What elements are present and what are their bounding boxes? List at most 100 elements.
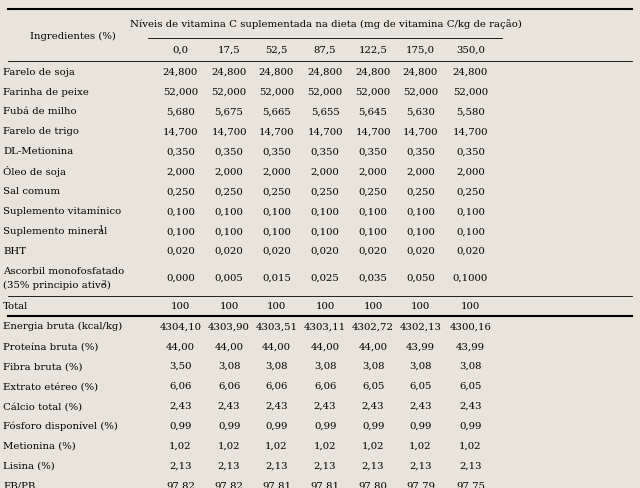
Text: 0,99: 0,99 <box>362 421 384 430</box>
Text: 0,99: 0,99 <box>170 421 191 430</box>
Text: 97,82: 97,82 <box>166 481 195 488</box>
Text: 52,000: 52,000 <box>163 87 198 96</box>
Text: Cálcio total (%): Cálcio total (%) <box>3 401 83 410</box>
Text: 14,700: 14,700 <box>452 127 488 136</box>
Text: BHT: BHT <box>3 246 26 256</box>
Text: 24,800: 24,800 <box>259 67 294 77</box>
Text: 2,43: 2,43 <box>218 401 241 410</box>
Text: Suplemento vitamínico: Suplemento vitamínico <box>3 206 122 216</box>
Text: 100: 100 <box>267 302 286 311</box>
Text: 97,81: 97,81 <box>262 481 291 488</box>
Text: 0,100: 0,100 <box>406 207 435 216</box>
Text: 2,43: 2,43 <box>169 401 192 410</box>
Text: Extrato etéreo (%): Extrato etéreo (%) <box>3 381 99 390</box>
Text: 0,020: 0,020 <box>406 246 435 256</box>
Text: 4302,13: 4302,13 <box>399 322 442 330</box>
Text: 3,08: 3,08 <box>459 362 482 370</box>
Text: 4302,72: 4302,72 <box>352 322 394 330</box>
Text: 0,350: 0,350 <box>456 147 485 156</box>
Text: 44,00: 44,00 <box>262 342 291 350</box>
Text: 4303,90: 4303,90 <box>208 322 250 330</box>
Text: Metionina (%): Metionina (%) <box>3 441 76 450</box>
Text: 44,00: 44,00 <box>214 342 244 350</box>
Text: 2,13: 2,13 <box>265 461 288 470</box>
Text: 6,05: 6,05 <box>460 381 481 390</box>
Text: 4304,10: 4304,10 <box>159 322 202 330</box>
Text: 2,43: 2,43 <box>459 401 482 410</box>
Text: 52,5: 52,5 <box>266 46 287 55</box>
Text: 0,100: 0,100 <box>358 227 388 236</box>
Text: 43,99: 43,99 <box>456 342 485 350</box>
Text: Óleo de soja: Óleo de soja <box>3 166 66 177</box>
Text: 24,800: 24,800 <box>211 67 247 77</box>
Text: 0,020: 0,020 <box>262 246 291 256</box>
Text: 2,000: 2,000 <box>311 167 339 176</box>
Text: 0,100: 0,100 <box>310 227 340 236</box>
Text: 0,350: 0,350 <box>166 147 195 156</box>
Text: 6,06: 6,06 <box>314 381 336 390</box>
Text: 2,000: 2,000 <box>262 167 291 176</box>
Text: 52,000: 52,000 <box>259 87 294 96</box>
Text: 2,000: 2,000 <box>456 167 484 176</box>
Text: 24,800: 24,800 <box>452 67 488 77</box>
Text: Ingredientes (%): Ingredientes (%) <box>30 31 116 41</box>
Text: 52,000: 52,000 <box>453 87 488 96</box>
Text: 0,005: 0,005 <box>215 273 243 283</box>
Text: 0,250: 0,250 <box>359 187 387 196</box>
Text: 97,75: 97,75 <box>456 481 485 488</box>
Text: 1,02: 1,02 <box>218 441 241 450</box>
Text: 0,99: 0,99 <box>460 421 481 430</box>
Text: 43,99: 43,99 <box>406 342 435 350</box>
Text: Níveis de vitamina C suplementada na dieta (mg de vitamina C/kg de ração): Níveis de vitamina C suplementada na die… <box>129 20 522 29</box>
Text: 5,630: 5,630 <box>406 107 435 116</box>
Text: 0,350: 0,350 <box>406 147 435 156</box>
Text: 2,000: 2,000 <box>215 167 243 176</box>
Text: 14,700: 14,700 <box>307 127 343 136</box>
Text: 0,100: 0,100 <box>166 207 195 216</box>
Text: 97,79: 97,79 <box>406 481 435 488</box>
Text: 44,00: 44,00 <box>310 342 340 350</box>
Text: Energia bruta (kcal/kg): Energia bruta (kcal/kg) <box>3 322 122 331</box>
Text: Fubá de milho: Fubá de milho <box>3 107 77 116</box>
Text: 0,020: 0,020 <box>311 246 339 256</box>
Text: 100: 100 <box>220 302 239 311</box>
Text: 52,000: 52,000 <box>212 87 246 96</box>
Text: 0,100: 0,100 <box>358 207 388 216</box>
Text: 2,43: 2,43 <box>409 401 432 410</box>
Text: Suplemento mineral: Suplemento mineral <box>3 227 108 236</box>
Text: 5,675: 5,675 <box>214 107 244 116</box>
Text: Farinha de peixe: Farinha de peixe <box>3 87 89 96</box>
Text: 1,02: 1,02 <box>314 441 337 450</box>
Text: 2,43: 2,43 <box>314 401 337 410</box>
Text: 0,100: 0,100 <box>456 207 485 216</box>
Text: 6,06: 6,06 <box>266 381 287 390</box>
Text: 5,655: 5,655 <box>311 107 339 116</box>
Text: 0,0: 0,0 <box>173 46 188 55</box>
Text: 0,100: 0,100 <box>214 207 244 216</box>
Text: 1,02: 1,02 <box>459 441 482 450</box>
Text: 175,0: 175,0 <box>406 46 435 55</box>
Text: 350,0: 350,0 <box>456 46 485 55</box>
Text: 0,350: 0,350 <box>358 147 388 156</box>
Text: 0,99: 0,99 <box>218 421 240 430</box>
Text: Fibra bruta (%): Fibra bruta (%) <box>3 362 83 370</box>
Text: 0,1000: 0,1000 <box>452 273 488 283</box>
Text: 52,000: 52,000 <box>308 87 342 96</box>
Text: 1,02: 1,02 <box>265 441 288 450</box>
Text: 0,015: 0,015 <box>262 273 291 283</box>
Text: 87,5: 87,5 <box>314 46 337 55</box>
Text: 0,025: 0,025 <box>311 273 339 283</box>
Text: 1: 1 <box>98 224 102 232</box>
Text: 0,100: 0,100 <box>262 227 291 236</box>
Text: 5,680: 5,680 <box>166 107 195 116</box>
Text: 5,645: 5,645 <box>358 107 388 116</box>
Text: 0,99: 0,99 <box>410 421 431 430</box>
Text: 2,43: 2,43 <box>362 401 385 410</box>
Text: 97,80: 97,80 <box>358 481 388 488</box>
Text: 0,020: 0,020 <box>215 246 243 256</box>
Text: 0,050: 0,050 <box>406 273 435 283</box>
Text: 3,50: 3,50 <box>169 362 192 370</box>
Text: 0,250: 0,250 <box>456 187 484 196</box>
Text: 100: 100 <box>171 302 190 311</box>
Text: 100: 100 <box>411 302 430 311</box>
